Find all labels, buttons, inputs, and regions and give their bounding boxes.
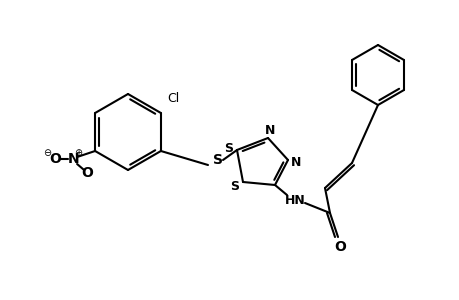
Text: S: S [230, 181, 239, 194]
Text: N: N [264, 124, 274, 137]
Text: S: S [224, 142, 233, 154]
Text: O: O [333, 240, 345, 254]
Text: S: S [213, 153, 223, 167]
Text: O: O [81, 166, 93, 180]
Text: N: N [67, 152, 79, 166]
Text: N: N [290, 155, 301, 169]
Text: ⊖: ⊖ [43, 148, 51, 158]
Text: ⊕: ⊕ [74, 148, 82, 158]
Text: Cl: Cl [167, 92, 179, 106]
Text: O: O [49, 152, 61, 166]
Text: HN: HN [284, 194, 305, 206]
